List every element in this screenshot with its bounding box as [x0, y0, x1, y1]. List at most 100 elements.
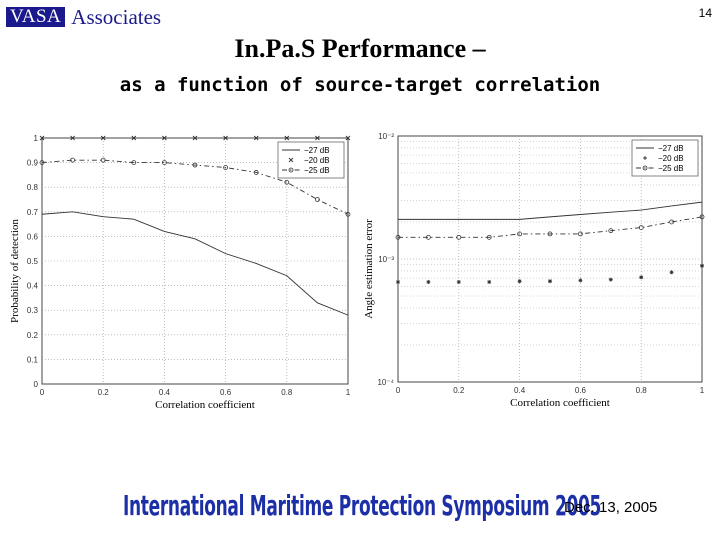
data-point — [192, 135, 198, 141]
data-point — [486, 234, 492, 240]
data-point — [70, 135, 75, 141]
data-point — [638, 225, 644, 231]
legend-label: −20 dB — [304, 156, 330, 165]
data-point — [223, 165, 229, 170]
y-tick-label: 10⁻⁴ — [377, 378, 394, 387]
chart-1: 0 0.2 0.4 0.6 0.8 1 0 0.1 0.2 0.3 0.4 0.5 0.6 0.7 0.8 0… — [9, 134, 351, 411]
data-point — [100, 135, 106, 141]
series-line — [398, 201, 703, 220]
legend-box — [631, 139, 699, 177]
legend-label: −27 dB — [658, 144, 684, 153]
data-point — [162, 135, 167, 141]
vasa-logo: VASA Associates — [6, 6, 161, 28]
x-tick-label: 0.6 — [575, 386, 587, 395]
y-axis-label: Angle estimation error — [363, 219, 375, 319]
legend-label: −27 dB — [304, 146, 330, 155]
y-tick-label: 0.2 — [27, 331, 39, 340]
series-line — [41, 211, 349, 316]
data-point — [517, 279, 522, 284]
y-tick-label: 0.7 — [27, 208, 39, 217]
data-point — [456, 234, 462, 240]
data-point — [70, 157, 75, 163]
x-tick-label: 0.8 — [281, 388, 293, 397]
legend: −27 dB−20 dB−25 dB — [631, 139, 699, 177]
x-tick-label: 0 — [396, 386, 401, 395]
data-point — [608, 277, 613, 282]
plot-frame — [397, 135, 703, 383]
data-point — [345, 135, 351, 141]
symposium-banner: International Maritime Protection Sympos… — [122, 491, 602, 523]
y-axis-label: Probability of detection — [9, 219, 21, 323]
legend-marker — [288, 167, 294, 173]
data-point — [639, 275, 644, 280]
data-point — [578, 278, 583, 283]
x-tick-label: 0.2 — [453, 386, 465, 395]
logo-word: Associates — [71, 5, 162, 29]
data-point — [578, 231, 583, 237]
x-tick-label: 0.8 — [636, 386, 648, 395]
data-point — [39, 160, 45, 166]
y-tick-label: 0.5 — [27, 257, 39, 266]
slide-subtitle: as a function of source-target correlati… — [119, 74, 601, 96]
y-tick-label: 0.1 — [27, 355, 39, 364]
data-point — [669, 219, 674, 225]
data-point — [396, 280, 400, 285]
data-point — [395, 234, 401, 240]
data-point — [131, 160, 137, 166]
data-point — [517, 231, 522, 237]
footer-date: Dec. 13, 2005 — [564, 499, 658, 516]
y-tick-label: 0 — [34, 380, 39, 389]
data-point — [100, 157, 106, 163]
y-tick-label: 0.3 — [27, 306, 39, 315]
legend-box — [277, 141, 345, 179]
x-tick-label: 0.4 — [514, 386, 526, 395]
x-tick-label: 1 — [700, 386, 705, 395]
y-tick-label: 10⁻² — [378, 132, 394, 141]
chart-2: 0 0.2 0.4 0.6 0.8 1 10⁻² 10⁻³ 10⁻⁴ Correlation co… — [363, 132, 705, 409]
data-point — [284, 179, 290, 185]
x-tick-label: 0.4 — [159, 388, 171, 397]
data-point — [345, 211, 351, 217]
y-tick-label: 1 — [34, 134, 39, 143]
y-tick-label: 0.4 — [27, 282, 39, 291]
data-point — [487, 280, 492, 285]
y-tick-label: 0.8 — [27, 183, 39, 192]
y-tick-label: 0.6 — [27, 232, 39, 241]
data-point — [548, 279, 552, 284]
x-axis-label: Correlation coefficient — [155, 399, 255, 411]
data-point — [608, 228, 614, 234]
legend-marker — [643, 156, 647, 160]
data-point — [131, 135, 137, 141]
data-point — [192, 162, 198, 168]
data-point — [426, 280, 431, 285]
logo-box-text: VASA — [6, 7, 66, 27]
data-point — [253, 170, 259, 175]
data-point — [315, 135, 320, 141]
x-axis-label: Correlation coefficient — [510, 397, 610, 409]
x-tick-label: 1 — [346, 388, 351, 397]
legend-marker — [642, 165, 648, 171]
data-point — [425, 234, 431, 240]
legend: −27 dB−20 dB−25 dB — [277, 141, 345, 179]
slide-title: In.Pa.S Performance – — [234, 34, 486, 63]
y-tick-label: 0.9 — [27, 159, 39, 168]
legend-label: −20 dB — [658, 154, 684, 163]
data-point — [223, 135, 228, 141]
data-point — [669, 270, 674, 275]
data-point — [253, 135, 259, 141]
data-point — [699, 214, 705, 220]
x-tick-label: 0 — [40, 388, 45, 397]
data-point — [284, 135, 290, 141]
series-line — [398, 216, 703, 238]
data-point — [39, 135, 45, 141]
data-point — [456, 280, 461, 285]
x-tick-label: 0.6 — [220, 388, 232, 397]
page-number: 14 — [698, 6, 712, 20]
legend-label: −25 dB — [304, 166, 330, 175]
series-line — [41, 159, 349, 215]
data-point — [314, 197, 320, 202]
data-point — [161, 160, 167, 166]
legend-label: −25 dB — [658, 164, 684, 173]
data-point — [547, 231, 553, 237]
